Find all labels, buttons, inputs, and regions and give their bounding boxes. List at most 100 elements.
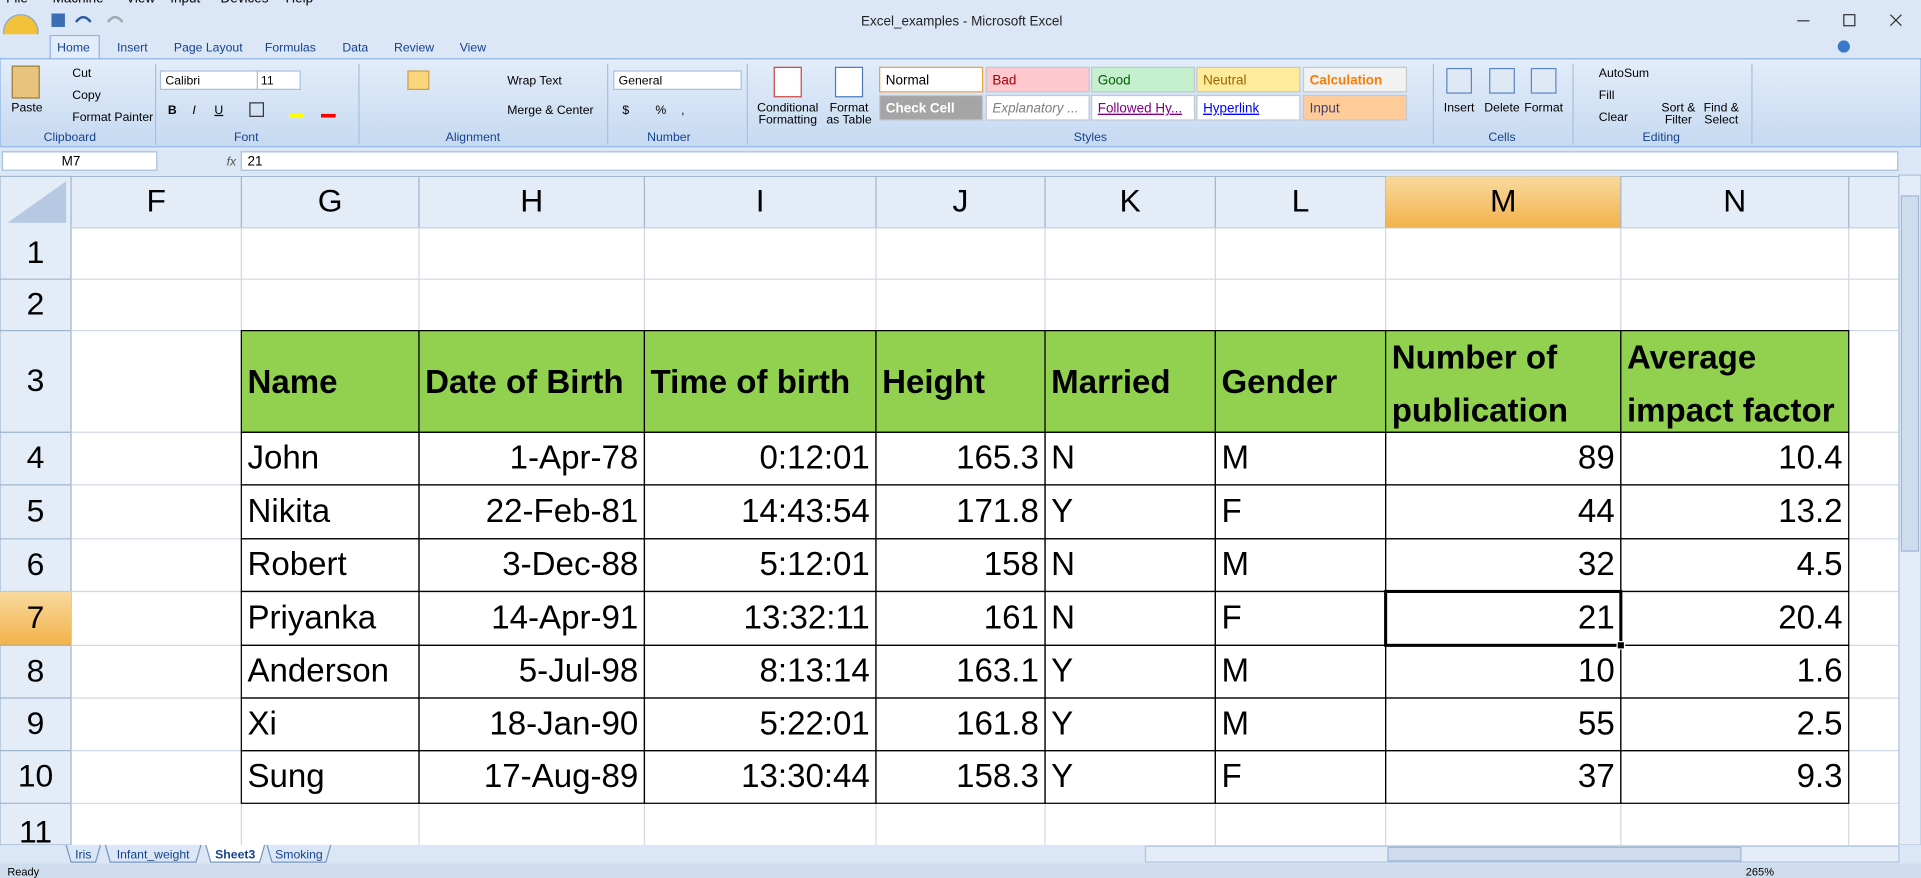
- copy-button[interactable]: Copy: [72, 88, 101, 102]
- undo-icon[interactable]: [74, 15, 92, 23]
- scroll-thumb[interactable]: [1900, 195, 1920, 552]
- ribbon-tab[interactable]: Data: [342, 40, 368, 54]
- menu-item[interactable]: File: [6, 0, 28, 5]
- italic-button[interactable]: I: [192, 103, 196, 117]
- menu-item[interactable]: View: [126, 0, 155, 5]
- format-as-table-button[interactable]: Format: [830, 100, 869, 114]
- style-name[interactable]: Hyperlink: [1203, 101, 1259, 116]
- menu-item[interactable]: Machine: [53, 0, 104, 5]
- column-header[interactable]: G: [318, 183, 343, 219]
- style-name[interactable]: Check Cell: [886, 101, 955, 116]
- zoom-level[interactable]: 265%: [1746, 867, 1774, 878]
- style-swatch[interactable]: [1090, 66, 1196, 93]
- fill-color-button[interactable]: [289, 113, 304, 118]
- row-header[interactable]: 7: [27, 599, 45, 635]
- row-header[interactable]: 5: [27, 492, 45, 528]
- help-icon[interactable]: [1837, 40, 1850, 53]
- active-cell[interactable]: [1384, 589, 1623, 647]
- style-name[interactable]: Calculation: [1310, 72, 1383, 87]
- sort-filter-button[interactable]: Filter: [1665, 113, 1692, 127]
- hscroll-thumb[interactable]: [1387, 846, 1742, 862]
- sheet-name[interactable]: Sheet3: [215, 847, 255, 861]
- restore-button[interactable]: [1843, 14, 1856, 27]
- header-cell[interactable]: [1044, 330, 1216, 433]
- row-header[interactable]: 9: [27, 705, 45, 741]
- formula-text[interactable]: 21: [247, 153, 262, 168]
- style-swatch[interactable]: [1090, 94, 1196, 121]
- border-button[interactable]: [249, 102, 265, 117]
- sheet-tab[interactable]: [266, 844, 332, 863]
- style-name[interactable]: Input: [1310, 101, 1340, 116]
- header-cell[interactable]: [875, 330, 1046, 433]
- style-name[interactable]: Neutral: [1203, 72, 1246, 87]
- conditional-icon[interactable]: [773, 66, 802, 98]
- ribbon-tab[interactable]: Page Layout: [174, 40, 243, 54]
- wrap-text-button[interactable]: Wrap Text: [507, 73, 562, 87]
- name-box[interactable]: [1, 151, 158, 171]
- ribbon-tab[interactable]: Home: [57, 40, 90, 54]
- size-box[interactable]: [256, 70, 301, 91]
- style-swatch[interactable]: [879, 66, 984, 93]
- style-name[interactable]: Bad: [992, 72, 1016, 87]
- cut-button[interactable]: Cut: [72, 66, 92, 80]
- column-header[interactable]: M: [1490, 183, 1517, 219]
- conditional-formatting-button[interactable]: Formatting: [759, 113, 818, 127]
- column-header[interactable]: H: [520, 183, 543, 219]
- currency-button[interactable]: $: [622, 103, 629, 117]
- table-cell[interactable]: [1620, 750, 1850, 804]
- header-cell[interactable]: [418, 330, 646, 433]
- column-header[interactable]: J: [953, 183, 969, 219]
- column-header[interactable]: F: [146, 183, 165, 219]
- sheet-tab[interactable]: [104, 844, 202, 863]
- style-swatch[interactable]: [1302, 94, 1408, 121]
- row-header[interactable]: 4: [27, 439, 45, 475]
- style-name[interactable]: Good: [1098, 72, 1131, 87]
- paste-icon[interactable]: [11, 65, 40, 99]
- fill-handle[interactable]: [1616, 641, 1626, 650]
- style-swatch[interactable]: [985, 66, 1090, 93]
- bold-button[interactable]: B: [168, 103, 177, 117]
- table-icon[interactable]: [834, 66, 864, 98]
- column-header[interactable]: I: [756, 183, 765, 219]
- number-format-box[interactable]: [613, 70, 742, 91]
- autosum-button[interactable]: AutoSum: [1599, 66, 1649, 80]
- sheet-name[interactable]: Infant_weight: [117, 847, 190, 861]
- comma-button[interactable]: ,: [681, 103, 684, 117]
- menu-item[interactable]: Input: [170, 0, 200, 5]
- fx-button[interactable]: fx: [227, 154, 237, 168]
- ribbon-tab[interactable]: Review: [394, 40, 434, 54]
- paste-button[interactable]: Paste: [11, 100, 42, 114]
- percent-button[interactable]: %: [655, 103, 666, 117]
- menu-item[interactable]: Help: [285, 0, 313, 5]
- conditional-formatting-button[interactable]: Conditional: [757, 100, 818, 114]
- style-swatch[interactable]: [1196, 94, 1301, 121]
- column-header[interactable]: N: [1723, 183, 1746, 219]
- style-swatch[interactable]: [1196, 66, 1301, 93]
- formula-box[interactable]: [240, 151, 1899, 171]
- select-all[interactable]: [7, 181, 67, 223]
- font-size[interactable]: 11: [261, 73, 274, 87]
- format-as-table-button[interactable]: as Table: [826, 113, 872, 127]
- merge-center-button[interactable]: Merge & Center: [507, 103, 593, 117]
- save-icon[interactable]: [51, 13, 65, 27]
- header-cell[interactable]: [240, 330, 420, 433]
- sheet-tab[interactable]: [65, 844, 102, 863]
- sheet-name[interactable]: Smoking: [275, 847, 323, 861]
- font-color-button[interactable]: [320, 113, 336, 118]
- header-cell[interactable]: [643, 330, 877, 433]
- row-header[interactable]: 8: [27, 652, 45, 688]
- find-select-button[interactable]: Find &: [1704, 100, 1739, 114]
- sheet-tab[interactable]: [205, 844, 266, 863]
- underline-button[interactable]: U: [214, 103, 223, 117]
- row-header[interactable]: 2: [27, 286, 45, 322]
- close-button[interactable]: [1889, 14, 1902, 27]
- number-format[interactable]: General: [619, 73, 663, 87]
- style-swatch[interactable]: [1302, 66, 1408, 93]
- row-header[interactable]: 3: [27, 362, 45, 398]
- find-select-button[interactable]: Select: [1704, 113, 1739, 127]
- header-cell[interactable]: [1385, 330, 1622, 433]
- column-header[interactable]: L: [1292, 183, 1310, 219]
- redo-icon[interactable]: [106, 15, 124, 23]
- delete-button[interactable]: Delete: [1484, 100, 1520, 114]
- row-header[interactable]: 10: [18, 758, 53, 794]
